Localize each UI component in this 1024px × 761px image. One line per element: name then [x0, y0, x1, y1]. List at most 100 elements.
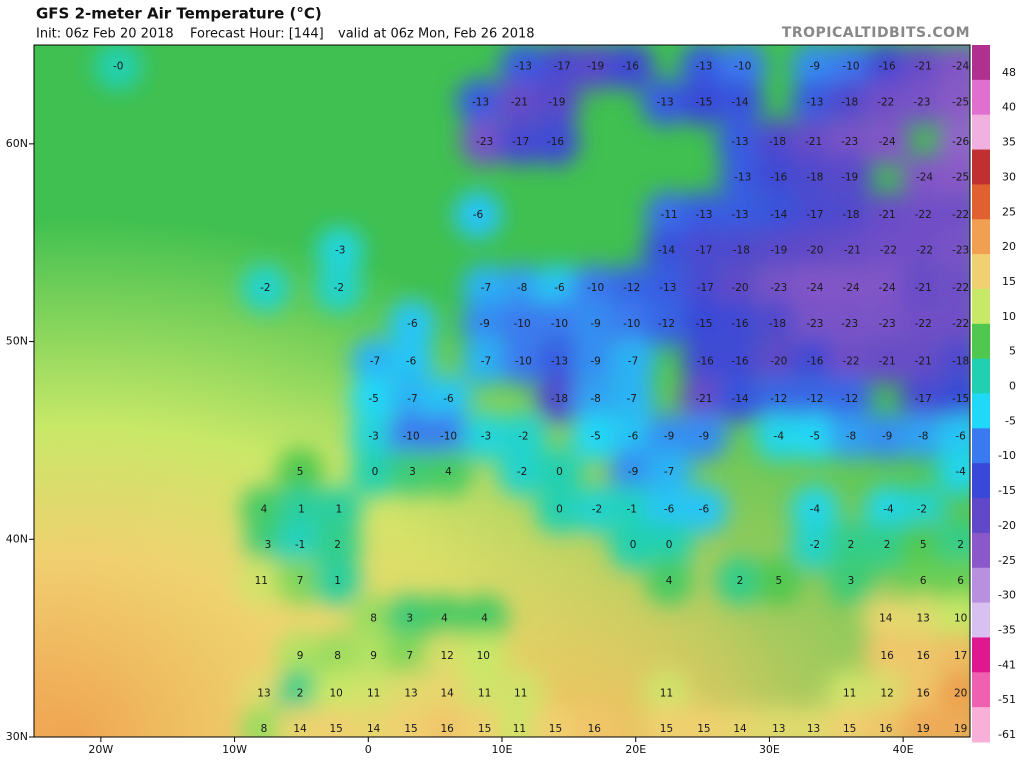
station-temperature: -14 — [731, 393, 748, 405]
temperature-blob — [825, 669, 874, 718]
temperature-blob — [900, 153, 949, 202]
station-temperature: -16 — [770, 171, 787, 183]
station-temperature: -15 — [952, 393, 969, 405]
station-temperature: -7 — [481, 355, 491, 367]
temperature-blob — [237, 556, 286, 605]
axes: 20W 10W 0 10E 20E 30E 40E 60N 50N 40N 30N — [6, 137, 914, 756]
station-temperature: -12 — [806, 393, 823, 405]
station-temperature: -8 — [590, 393, 600, 405]
temperature-blob — [899, 264, 948, 313]
temperature-blob — [606, 45, 655, 91]
station-temperature: 8 — [334, 650, 341, 662]
map-area: -0 -13 -17 -19 -16 -13 -10 -9 -10 -16 -21 -24-13 -21… — [34, 45, 970, 737]
station-temperature: -22 — [952, 282, 969, 294]
station-temperature: -17 — [554, 61, 571, 73]
station-temperature: -4 — [955, 466, 966, 478]
temperature-blob — [572, 485, 621, 534]
temperature-blob — [863, 299, 912, 348]
station-temperature: 15 — [404, 723, 417, 735]
temperature-blob — [716, 264, 765, 313]
temperature-blob — [388, 299, 437, 348]
station-temperature: 4 — [261, 504, 268, 516]
station-temperature: -13 — [551, 355, 568, 367]
temperature-blob — [826, 412, 875, 461]
y-tick-label: 50N — [6, 335, 28, 348]
temperature-blob — [314, 264, 363, 313]
temperature-blob — [753, 299, 802, 348]
station-temperature: 14 — [293, 723, 307, 735]
station-temperature: -9 — [810, 61, 820, 73]
temperature-blob — [276, 631, 325, 680]
temperature-blob — [535, 374, 584, 423]
station-temperature: -17 — [697, 282, 714, 294]
station-temperature: 15 — [549, 723, 562, 735]
temperature-blob — [607, 485, 656, 534]
temperature-blob — [349, 631, 398, 680]
station-temperature: 0 — [556, 466, 563, 478]
station-temperature: 6 — [920, 575, 927, 587]
temperature-blob — [385, 631, 434, 680]
station-temperature: -17 — [915, 393, 932, 405]
station-temperature: -18 — [952, 355, 969, 367]
temperature-blob — [459, 631, 508, 680]
station-temperature: 15 — [330, 723, 343, 735]
station-temperature: -25 — [952, 171, 969, 183]
station-temperature: -19 — [770, 245, 787, 257]
station-temperature: -4 — [883, 504, 894, 516]
colorbar-label: 5 — [1009, 345, 1016, 358]
x-tick-label: 30E — [759, 743, 780, 756]
station-temperature: -4 — [810, 504, 821, 516]
station-temperature: 14 — [367, 723, 381, 735]
station-temperature: -25 — [952, 96, 969, 108]
station-temperature: -24 — [806, 282, 823, 294]
station-temperature: -24 — [879, 282, 896, 294]
temperature-blob — [424, 374, 473, 423]
temperature-blob — [897, 78, 946, 127]
temperature-blob — [643, 264, 692, 313]
station-temperature: -18 — [769, 318, 786, 330]
temperature-blob — [936, 226, 970, 275]
station-temperature: 2 — [737, 575, 744, 587]
temperature-blob — [277, 485, 326, 534]
station-temperature: -22 — [915, 318, 932, 330]
station-temperature: -23 — [879, 318, 896, 330]
temperature-blob — [681, 264, 730, 313]
temperature-blob — [679, 485, 728, 534]
station-temperature: 4 — [666, 575, 673, 587]
station-temperature: -21 — [915, 61, 932, 73]
station-temperature: -6 — [406, 355, 417, 367]
station-temperature: 11 — [514, 688, 527, 700]
temperature-blob — [349, 705, 398, 737]
temperature-blob — [498, 448, 547, 497]
temperature-blob — [495, 78, 544, 127]
temperature-blob — [535, 299, 584, 348]
colorbar-label: -30 — [998, 589, 1016, 602]
temperature-blob — [790, 374, 839, 423]
temperature-blob — [499, 45, 548, 91]
colorbar-segment — [972, 149, 990, 185]
station-temperature: -6 — [473, 209, 484, 221]
station-temperature: -19 — [587, 61, 604, 73]
colorbar-segment — [972, 463, 990, 499]
temperature-blob — [681, 337, 730, 386]
colorbar-label: -20 — [998, 519, 1016, 532]
temperature-blob — [496, 117, 545, 166]
temperature-blob — [532, 78, 581, 127]
station-temperature: -16 — [622, 61, 639, 73]
temperature-blob — [790, 299, 839, 348]
temperature-blob — [571, 264, 620, 313]
temperature-blob — [899, 191, 948, 240]
station-temperature: -12 — [623, 282, 640, 294]
colorbar-segment — [972, 637, 990, 673]
temperature-blob — [531, 705, 580, 737]
temperature-blob — [864, 226, 913, 275]
temperature-blob — [754, 191, 803, 240]
station-temperature: -8 — [846, 430, 856, 442]
station-temperature: -13 — [695, 209, 712, 221]
station-temperature: 14 — [879, 612, 893, 624]
temperature-blob — [571, 374, 620, 423]
colorbar-segment — [972, 358, 990, 394]
temperature-blob — [496, 669, 545, 718]
station-temperature: -4 — [774, 430, 785, 442]
